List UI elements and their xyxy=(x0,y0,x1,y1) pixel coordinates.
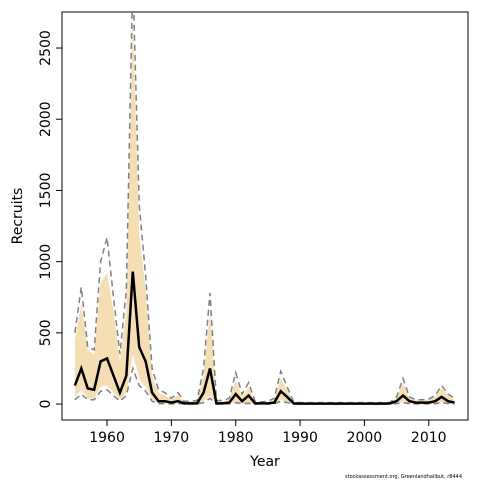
x-tick-label: 1980 xyxy=(218,430,254,446)
x-tick-label: 1960 xyxy=(89,430,125,446)
confidence-band xyxy=(74,19,455,405)
y-tick-label: 500 xyxy=(38,319,54,346)
median-line xyxy=(73,271,455,405)
y-tick-label: 2000 xyxy=(38,101,54,137)
x-tick-label: 2010 xyxy=(411,430,447,446)
y-axis-label: Recruits xyxy=(10,188,26,245)
x-tick-label: 1990 xyxy=(282,430,318,446)
plot-frame xyxy=(61,11,469,421)
y-tick-label: 1000 xyxy=(38,244,54,280)
x-tick-label: 1970 xyxy=(154,430,190,446)
y-tick-label: 1500 xyxy=(38,173,54,209)
x-axis-label: Year xyxy=(249,454,280,470)
y-tick-label: 0 xyxy=(38,400,54,409)
quantile-line xyxy=(74,12,455,404)
y-tick-label: 2500 xyxy=(38,30,54,66)
footer: stockassessment.org, Greenlandhalibut, r… xyxy=(345,474,462,480)
x-tick-label: 2000 xyxy=(347,430,383,446)
plot-area xyxy=(73,12,455,405)
